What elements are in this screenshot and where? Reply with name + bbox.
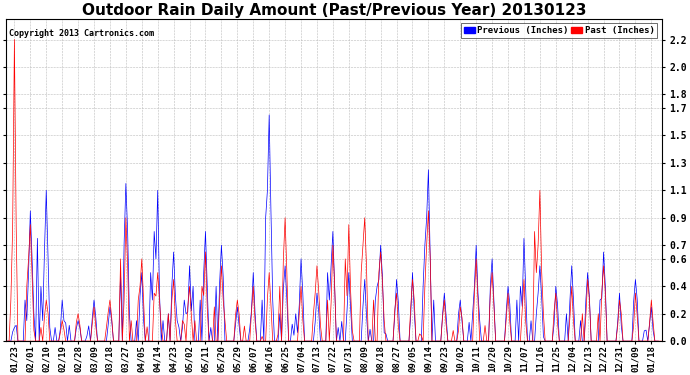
Previous (Inches) <box>221 339 229 344</box>
Legend: Previous (Inches), Past (Inches): Previous (Inches), Past (Inches) <box>461 24 658 38</box>
Previous (Inches) <box>288 322 296 326</box>
Previous (Inches) <box>337 319 346 324</box>
Line: Previous (Inches): Previous (Inches) <box>8 115 658 341</box>
Previous (Inches) <box>33 236 41 241</box>
Past (Inches) <box>3 339 12 344</box>
Past (Inches) <box>223 339 231 344</box>
Past (Inches) <box>337 339 346 344</box>
Previous (Inches) <box>654 339 662 344</box>
Line: Past (Inches): Past (Inches) <box>8 39 658 341</box>
Previous (Inches) <box>562 312 571 316</box>
Previous (Inches) <box>17 339 26 344</box>
Past (Inches) <box>562 339 571 344</box>
Past (Inches) <box>10 37 19 42</box>
Past (Inches) <box>19 339 28 344</box>
Previous (Inches) <box>3 339 12 344</box>
Past (Inches) <box>35 339 43 344</box>
Title: Outdoor Rain Daily Amount (Past/Previous Year) 20130123: Outdoor Rain Daily Amount (Past/Previous… <box>81 3 586 18</box>
Previous (Inches) <box>265 112 273 117</box>
Past (Inches) <box>654 339 662 344</box>
Text: Copyright 2013 Cartronics.com: Copyright 2013 Cartronics.com <box>9 28 154 38</box>
Past (Inches) <box>288 339 296 344</box>
